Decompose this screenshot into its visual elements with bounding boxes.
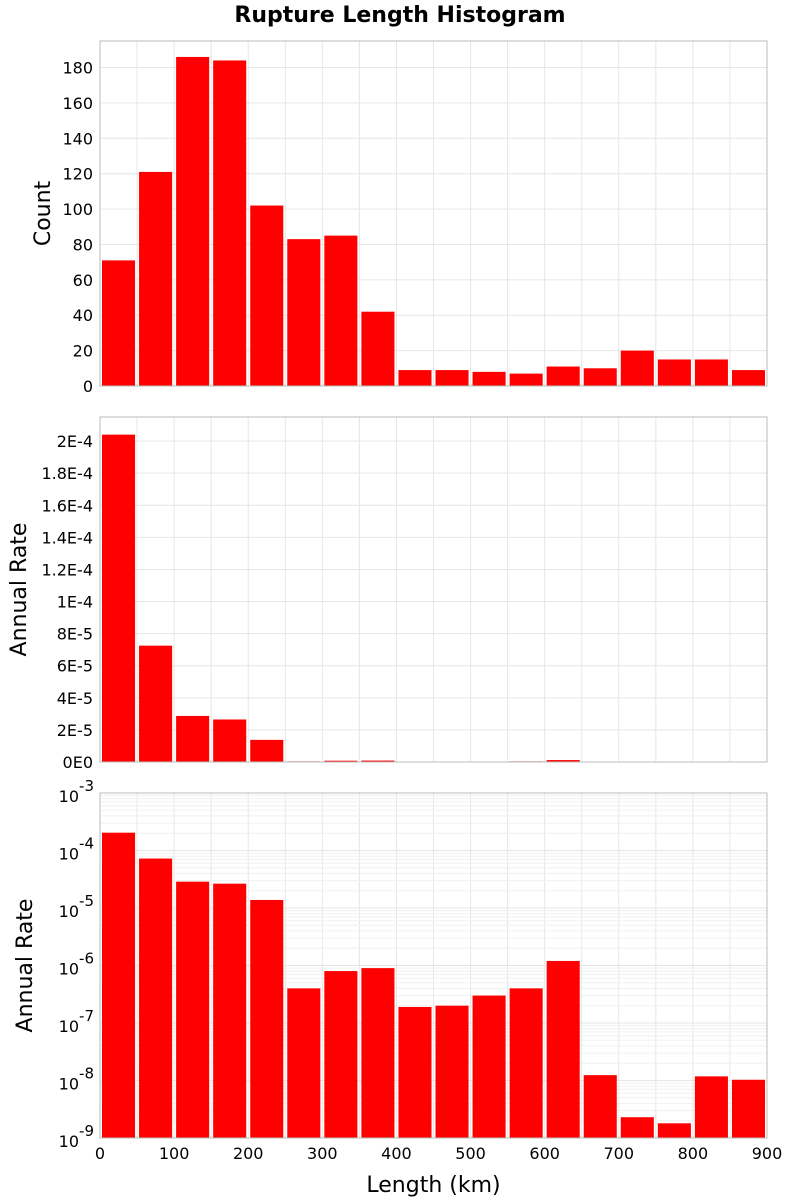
x-tick-label: 800: [678, 1144, 709, 1163]
bar: [583, 1075, 617, 1138]
bar: [509, 988, 543, 1138]
bar: [583, 368, 617, 386]
bar: [361, 968, 395, 1138]
bar: [731, 370, 765, 386]
y-tick-label: 4E-5: [57, 689, 93, 708]
y-tick-label: 40: [73, 306, 93, 325]
panel-count: 0 20 40 60 80 100 120 140 160 180 Count: [31, 40, 768, 396]
y-tick-label: 120: [62, 165, 93, 184]
y-tick-label: 2E-4: [57, 432, 93, 451]
x-tick-label: 500: [455, 1144, 486, 1163]
x-tick-label: 600: [529, 1144, 560, 1163]
bar: [546, 366, 580, 386]
bar: [213, 719, 247, 762]
y-tick-label: 1.2E-4: [41, 560, 93, 579]
bar: [620, 350, 654, 386]
plot-frame: [99, 792, 768, 1139]
bar: [250, 205, 284, 386]
bar: [657, 1123, 691, 1138]
bar: [139, 858, 173, 1138]
bar: [324, 760, 358, 762]
bar: [176, 881, 210, 1138]
bar: [102, 260, 136, 386]
y-tick-label: 20: [73, 342, 93, 361]
x-tick-label: 0: [95, 1144, 105, 1163]
bar: [546, 760, 580, 762]
bar: [324, 235, 358, 386]
bar: [213, 883, 247, 1138]
bar: [102, 832, 136, 1138]
y-tick-label: 10-4: [59, 835, 94, 864]
y-tick-label: 0: [83, 377, 93, 396]
bar: [287, 239, 321, 386]
bar: [361, 311, 395, 386]
bar: [287, 988, 321, 1138]
y-tick-label: 1.6E-4: [41, 496, 93, 515]
x-tick-label: 200: [233, 1144, 264, 1163]
y-tick-label: 1.4E-4: [41, 528, 93, 547]
bar: [509, 373, 543, 386]
bar: [102, 434, 136, 762]
y-tick-label: 10-5: [59, 892, 94, 921]
bar: [657, 359, 691, 386]
plot-frame: [99, 40, 768, 387]
bar: [250, 739, 284, 762]
bar: [250, 899, 284, 1138]
y-axis-label: Count: [31, 180, 56, 246]
y-axis-label: Annual Rate: [13, 899, 38, 1033]
bar: [435, 370, 469, 386]
y-tick-label: 1.8E-4: [41, 464, 93, 483]
panel-annual-rate-linear: 0E0 2E-5 4E-5 6E-5 8E-5 1E-4 1.2E-4 1.4E-4 1.6E-…: [7, 416, 768, 772]
x-axis-label: Length (km): [366, 1173, 500, 1198]
bar: [731, 1079, 765, 1138]
bar: [398, 370, 432, 386]
y-tick-label: 10-6: [59, 950, 94, 979]
plot-frame: [99, 416, 768, 763]
bar: [472, 995, 506, 1138]
bar: [213, 60, 247, 386]
y-tick-label: 140: [62, 129, 93, 148]
y-tick-label: 8E-5: [57, 625, 93, 644]
y-tick-label: 10-8: [59, 1065, 94, 1094]
y-tick-label: 160: [62, 94, 93, 113]
bar: [398, 1006, 432, 1138]
x-tick-label: 300: [307, 1144, 338, 1163]
bar: [472, 371, 506, 386]
y-tick-label: 100: [62, 200, 93, 219]
x-tick-label: 900: [752, 1144, 783, 1163]
bar: [176, 56, 210, 387]
bar: [435, 1005, 469, 1138]
bar: [139, 171, 173, 386]
y-tick-label: 180: [62, 59, 93, 78]
bar: [176, 715, 210, 762]
x-tick-label: 400: [381, 1144, 412, 1163]
chart-title: Rupture Length Histogram: [234, 3, 565, 28]
bar: [139, 645, 173, 762]
x-tick-label: 100: [159, 1144, 190, 1163]
y-tick-label: 80: [73, 235, 93, 254]
y-tick-label: 6E-5: [57, 657, 93, 676]
bar: [361, 760, 395, 762]
bar: [694, 1076, 728, 1138]
bar: [546, 960, 580, 1138]
y-axis-label: Annual Rate: [7, 523, 32, 657]
panel-annual-rate-log: 10-9 10-8 10-7 10-6 10-5 10-4 10-3 Annual Rate 0…: [13, 777, 782, 1198]
y-tick-label: 10-9: [59, 1122, 94, 1151]
y-tick-label: 0E0: [63, 753, 93, 772]
y-tick-label: 10-3: [59, 777, 94, 806]
y-tick-label: 10-7: [59, 1007, 94, 1036]
y-tick-label: 1E-4: [57, 593, 93, 612]
bar: [324, 971, 358, 1138]
x-tick-label: 700: [604, 1144, 635, 1163]
y-tick-label: 60: [73, 271, 93, 290]
bar: [694, 359, 728, 386]
bar: [620, 1117, 654, 1138]
y-tick-label: 2E-5: [57, 721, 93, 740]
